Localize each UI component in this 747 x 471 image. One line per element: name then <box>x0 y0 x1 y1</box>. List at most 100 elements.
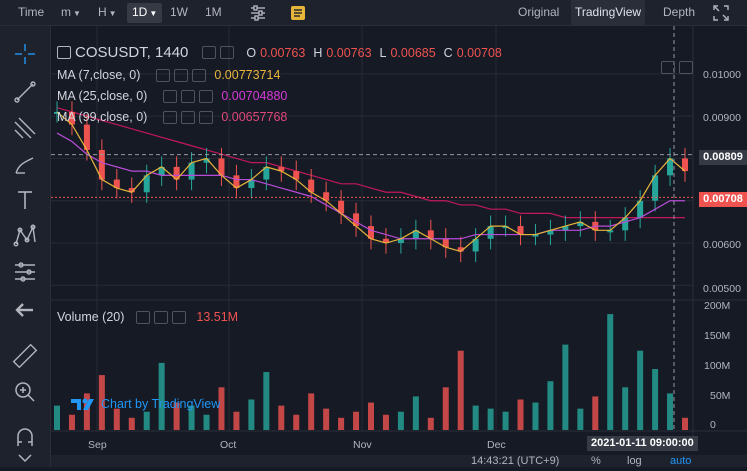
volume-bar <box>547 381 554 430</box>
gear-icon[interactable] <box>181 89 196 103</box>
candle-body <box>682 158 688 172</box>
volume-bar <box>667 393 674 430</box>
original-view-tab[interactable]: Original <box>518 5 560 19</box>
collapse-legend-icon[interactable] <box>57 46 71 59</box>
close-icon[interactable] <box>199 89 214 103</box>
chevron-down-icon[interactable] <box>11 452 39 466</box>
tradingview-watermark[interactable]: Chart by TradingView <box>69 396 220 412</box>
crosshair-icon[interactable] <box>11 40 39 68</box>
close-icon[interactable] <box>192 68 207 82</box>
candle-body <box>293 171 300 180</box>
pattern-tool-icon[interactable] <box>11 222 39 250</box>
volume-tick: 200M <box>704 300 731 312</box>
tradingview-tab[interactable]: TradingView <box>571 0 646 25</box>
magnet-icon[interactable] <box>11 424 39 452</box>
scroll-down-icon[interactable] <box>661 61 675 74</box>
candle-body <box>263 166 270 180</box>
volume-bar <box>652 369 659 430</box>
candle-body <box>607 230 614 233</box>
candle-body <box>353 213 360 227</box>
volume-bar <box>203 414 210 430</box>
gear-icon[interactable] <box>154 310 169 324</box>
candle-body <box>637 200 644 218</box>
volume-bar <box>233 411 240 430</box>
fib-retracement-icon[interactable] <box>11 114 39 142</box>
eye-icon[interactable] <box>163 89 178 103</box>
eye-icon[interactable] <box>163 110 178 124</box>
gear-icon[interactable] <box>220 46 235 59</box>
candle-body <box>382 238 389 244</box>
eye-icon[interactable] <box>156 68 171 82</box>
eye-icon[interactable] <box>136 310 151 324</box>
week-interval-button[interactable]: 1W <box>170 5 188 19</box>
drawing-toolbar <box>0 26 51 467</box>
log-scale-toggle[interactable]: log <box>627 455 642 467</box>
time-menu[interactable]: Time <box>18 5 45 19</box>
volume-bar <box>338 417 345 430</box>
volume-bar <box>397 411 404 430</box>
percent-scale-toggle[interactable]: % <box>591 455 601 467</box>
top-toolbar: Time m ▼ H ▼ 1D ▼ 1W 1M Original TradingVie… <box>0 0 747 26</box>
zoom-in-icon[interactable] <box>11 378 39 406</box>
symbol-legend: COSUSDT, 1440 O 0.00763 H 0.00763 L 0.00… <box>57 44 502 61</box>
candle-body <box>278 166 285 172</box>
candle-body <box>323 192 330 201</box>
ohlc-open-label: O <box>246 45 257 60</box>
candle-body <box>667 158 674 176</box>
candle-body <box>652 175 659 201</box>
close-icon[interactable] <box>199 110 214 124</box>
hour-interval-dropdown[interactable]: H ▼ <box>98 0 117 25</box>
ruler-icon[interactable] <box>11 342 39 370</box>
watermark-label: Chart by TradingView <box>101 397 221 411</box>
month-interval-button[interactable]: 1M <box>205 5 222 19</box>
volume-bar <box>54 405 60 430</box>
text-tool-icon[interactable] <box>11 186 39 214</box>
volume-bar <box>607 314 614 430</box>
eye-icon[interactable] <box>202 46 217 59</box>
trend-line-icon[interactable] <box>11 78 39 106</box>
candle-body <box>338 200 345 214</box>
depth-tab[interactable]: Depth <box>663 5 696 19</box>
candle-body <box>487 226 494 239</box>
time-tick: Sep <box>88 439 107 451</box>
candle-body <box>547 230 554 235</box>
gear-icon[interactable] <box>181 110 196 124</box>
ohlc-open-value: 0.00763 <box>260 45 306 60</box>
volume-bar <box>368 402 374 430</box>
volume-bar <box>427 417 434 430</box>
close-icon[interactable] <box>172 310 187 324</box>
volume-bar <box>457 350 464 430</box>
price-chart[interactable] <box>51 26 747 467</box>
volume-bar <box>173 402 180 430</box>
day-interval-dropdown[interactable]: 1D ▼ <box>127 3 163 23</box>
time-tick: Nov <box>353 439 372 451</box>
ma25-label: MA (25,close, 0) <box>57 89 148 103</box>
ma25-value: 0.00704880 <box>221 89 288 103</box>
candle-body <box>158 166 165 176</box>
volume-bar <box>577 408 584 430</box>
scroll-up-icon[interactable] <box>679 61 693 74</box>
auto-scale-toggle[interactable]: auto <box>670 455 692 467</box>
indicators-list-icon[interactable] <box>288 3 308 23</box>
ohlc-close-label: C <box>443 45 453 60</box>
price-tick: 0.01000 <box>703 69 741 81</box>
measure-tool-icon[interactable] <box>11 258 39 286</box>
indicator-settings-icon[interactable] <box>248 3 268 23</box>
volume-bar <box>128 417 135 430</box>
ma7-series-line <box>56 111 686 253</box>
ohlc-high-label: H <box>313 45 323 60</box>
crosshair-price-tag: 0.00809 <box>699 150 747 165</box>
volume-value: 13.51M <box>196 310 239 324</box>
arrow-left-icon[interactable] <box>11 296 39 324</box>
volume-bar <box>382 414 389 430</box>
chart-area[interactable]: COSUSDT, 1440 O 0.00763 H 0.00763 L 0.00… <box>51 26 747 467</box>
brush-icon[interactable] <box>11 150 39 178</box>
minute-interval-dropdown[interactable]: m ▼ <box>61 0 81 25</box>
gear-icon[interactable] <box>174 68 189 82</box>
candle-body <box>308 179 315 193</box>
candle-body <box>203 158 210 163</box>
last-price-tag: 0.00708 <box>699 192 747 207</box>
candle-body <box>173 166 180 180</box>
fullscreen-icon[interactable] <box>711 3 731 23</box>
volume-bar <box>562 344 569 430</box>
